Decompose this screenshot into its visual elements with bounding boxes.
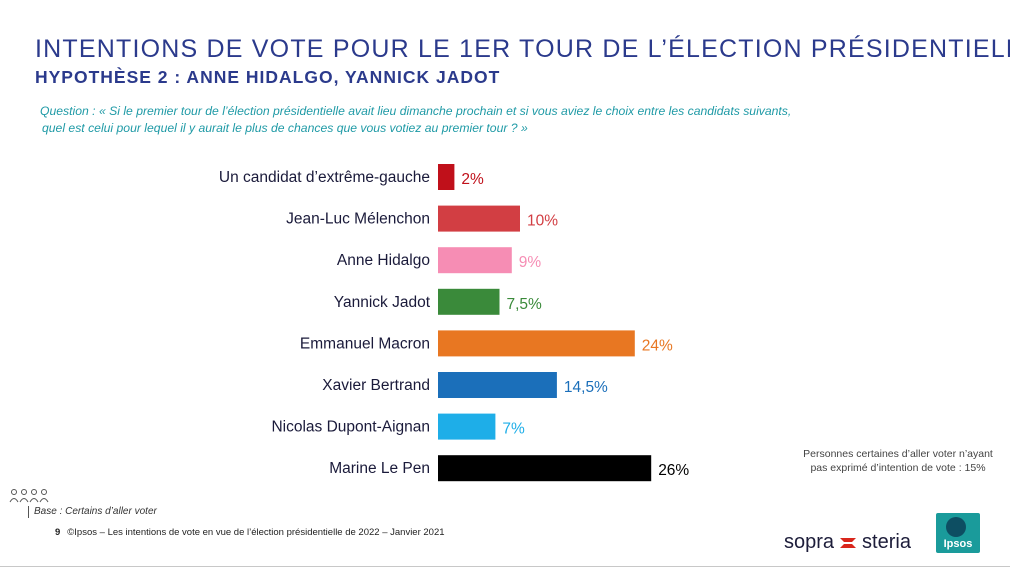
- undecided-note-line-2: pas exprimé d’intention de vote : 15%: [810, 462, 986, 474]
- sopra-steria-mark-icon: [840, 537, 857, 548]
- survey-question: Question : « Si le premier tour de l’éle…: [40, 103, 900, 137]
- ipsos-logo: Ipsos: [936, 513, 980, 553]
- bar: [438, 288, 500, 315]
- undecided-note: Personnes certaines d’aller voter n’ayan…: [778, 447, 1010, 475]
- ipsos-logo-circle: [946, 517, 966, 537]
- bottom-divider: [0, 566, 1010, 567]
- base-divider: [28, 506, 29, 518]
- value-label: 7,5%: [507, 296, 543, 313]
- value-label: 24%: [642, 337, 673, 354]
- category-label: Marine Le Pen: [329, 460, 430, 477]
- copyright-text: ©Ipsos – Les intentions de vote en vue d…: [67, 527, 445, 538]
- ipsos-logo-text: Ipsos: [943, 538, 973, 550]
- sopra-steria-logo: sopra steria: [784, 531, 911, 554]
- value-label: 7%: [502, 421, 525, 438]
- value-label: 9%: [519, 254, 542, 271]
- bar: [438, 205, 520, 232]
- category-label: Jean-Luc Mélenchon: [286, 211, 430, 228]
- bar: [438, 413, 496, 440]
- category-label: Un candidat d’extrême-gauche: [219, 169, 430, 186]
- category-label: Yannick Jadot: [334, 294, 431, 311]
- bar: [438, 330, 635, 357]
- bar: [438, 372, 557, 398]
- page-number: 9: [55, 527, 61, 538]
- page-title: INTENTIONS DE VOTE POUR LE 1ER TOUR DE L…: [35, 35, 1010, 63]
- page-subtitle: HYPOTHÈSE 2 : ANNE HIDALGO, YANNICK JADO…: [35, 67, 501, 87]
- steria-logo-text: steria: [862, 531, 911, 553]
- sopra-logo-text: sopra: [784, 531, 835, 553]
- value-label: 26%: [658, 462, 689, 479]
- base-label: Base : Certains d’aller voter: [34, 506, 157, 517]
- bar-chart: Un candidat d’extrême-gauche 2% Jean-Luc M…: [219, 164, 689, 482]
- category-label: Xavier Bertrand: [322, 377, 430, 394]
- undecided-note-line-1: Personnes certaines d’aller voter n’ayan…: [803, 448, 993, 460]
- value-label: 2%: [461, 171, 484, 188]
- question-line-1: Question : « Si le premier tour de l’éle…: [40, 104, 792, 118]
- bar: [438, 455, 652, 482]
- footer: 9 ©Ipsos – Les intentions de vote en vue …: [55, 527, 445, 538]
- people-icon: [9, 489, 49, 503]
- bar: [438, 164, 455, 190]
- value-label: 10%: [527, 213, 558, 230]
- category-label: Emmanuel Macron: [300, 335, 430, 352]
- bar: [438, 247, 512, 274]
- question-line-2: quel est celui pour lequel il y aurait l…: [42, 121, 528, 135]
- value-label: 14,5%: [564, 379, 608, 396]
- category-label: Nicolas Dupont-Aignan: [271, 419, 430, 436]
- category-label: Anne Hidalgo: [337, 252, 430, 269]
